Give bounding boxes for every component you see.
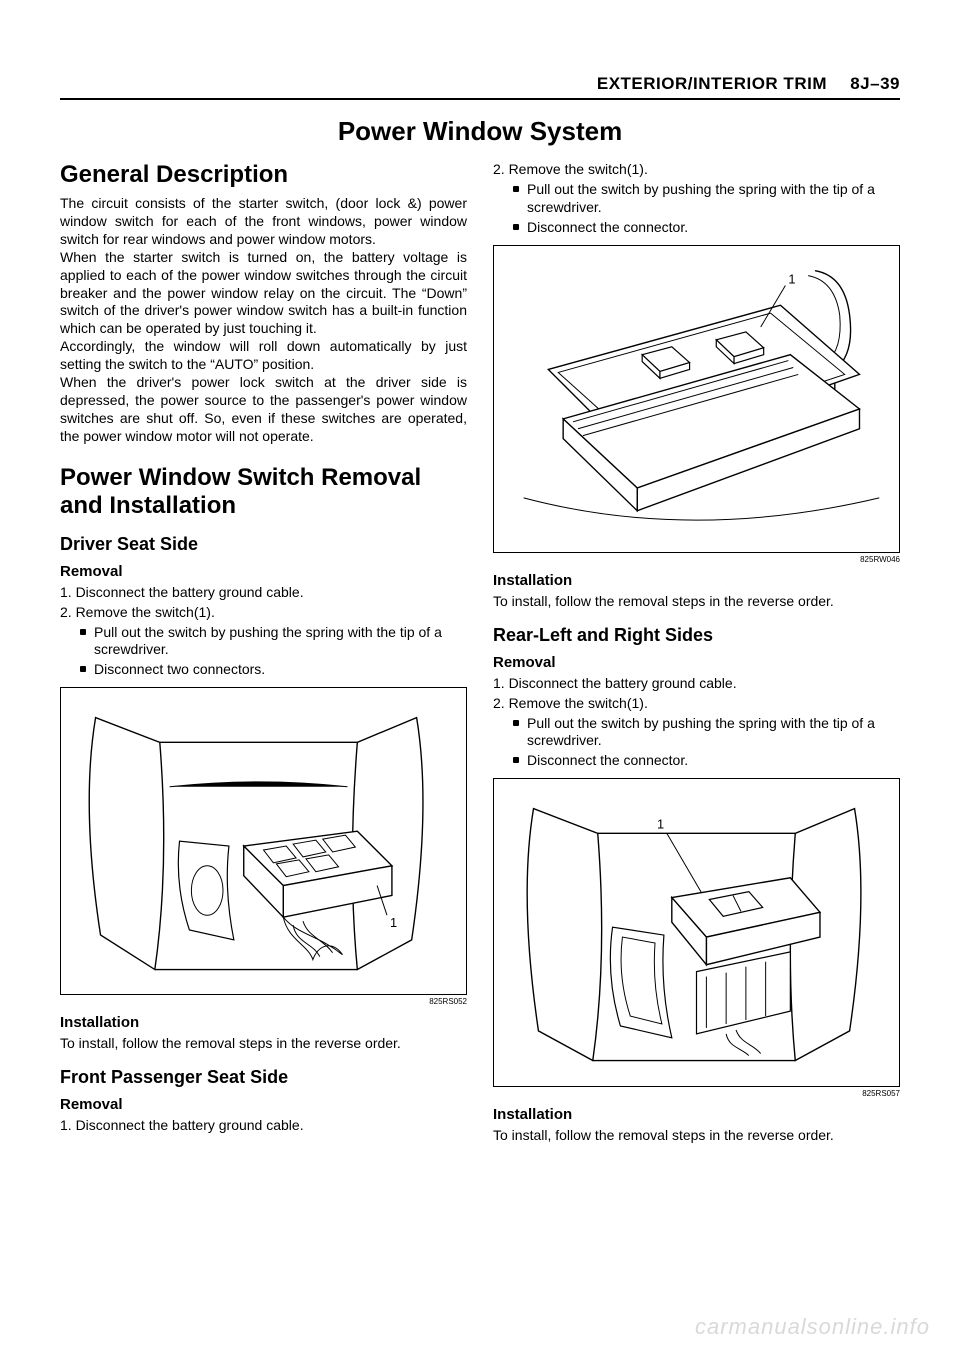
subheading-installation: Installation: [60, 1014, 467, 1031]
heading-removal-install: Power Window Switch Removal and Installa…: [60, 464, 467, 520]
figure-label: 1: [788, 271, 795, 286]
bullet-item: Pull out the switch by pushing the sprin…: [513, 715, 900, 751]
figure-ref: 825RS057: [493, 1089, 900, 1098]
header-rule: [60, 98, 900, 100]
bullet-list: Pull out the switch by pushing the sprin…: [493, 715, 900, 771]
subheading-installation: Installation: [493, 572, 900, 589]
bullet-item: Disconnect the connector.: [513, 752, 900, 770]
bullet-item: Disconnect the connector.: [513, 219, 900, 237]
subheading-removal: Removal: [60, 1096, 467, 1113]
step-list: 1. Disconnect the battery ground cable.: [60, 1117, 467, 1135]
subheading-removal: Removal: [493, 654, 900, 671]
bullet-item: Disconnect two connectors.: [80, 661, 467, 679]
two-column-layout: General Description The circuit consists…: [60, 161, 900, 1144]
figure-label: 1: [657, 817, 664, 832]
body-text: The circuit consists of the starter swit…: [60, 195, 467, 249]
heading-general-description: General Description: [60, 161, 467, 189]
figure-label: 1: [390, 915, 397, 930]
step-item: 1. Disconnect the battery ground cable.: [60, 584, 467, 602]
bullet-item: Pull out the switch by pushing the sprin…: [80, 624, 467, 660]
right-column: 2. Remove the switch(1). Pull out the sw…: [493, 161, 900, 1144]
body-text: Accordingly, the window will roll down a…: [60, 338, 467, 374]
subheading-rear-sides: Rear-Left and Right Sides: [493, 625, 900, 646]
diagram-svg: 1: [494, 246, 899, 552]
bullet-item: Pull out the switch by pushing the sprin…: [513, 181, 900, 217]
step-list: 2. Remove the switch(1).: [493, 161, 900, 179]
left-column: General Description The circuit consists…: [60, 161, 467, 1144]
body-text: When the starter switch is turned on, th…: [60, 249, 467, 339]
bullet-list: Pull out the switch by pushing the sprin…: [493, 181, 900, 237]
figure-front-passenger-switch: 1: [493, 245, 900, 553]
diagram-svg: 1: [61, 688, 466, 994]
figure-ref: 825RW046: [493, 555, 900, 564]
step-list: 1. Disconnect the battery ground cable. …: [493, 675, 900, 713]
step-item: 1. Disconnect the battery ground cable.: [60, 1117, 467, 1135]
figure-ref: 825RS052: [60, 997, 467, 1006]
step-item: 2. Remove the switch(1).: [493, 161, 900, 179]
body-text: To install, follow the removal steps in …: [493, 1127, 900, 1145]
main-title: Power Window System: [60, 116, 900, 147]
subheading-front-passenger: Front Passenger Seat Side: [60, 1067, 467, 1088]
diagram-svg: 1: [494, 779, 899, 1085]
section-name: EXTERIOR/INTERIOR TRIM: [597, 74, 827, 93]
watermark: carmanualsonline.info: [695, 1314, 930, 1340]
subheading-installation: Installation: [493, 1106, 900, 1123]
bullet-list: Pull out the switch by pushing the sprin…: [60, 624, 467, 680]
step-item: 2. Remove the switch(1).: [60, 604, 467, 622]
step-list: 1. Disconnect the battery ground cable. …: [60, 584, 467, 622]
page-header: EXTERIOR/INTERIOR TRIM 8J–39: [597, 74, 900, 94]
body-text: To install, follow the removal steps in …: [493, 593, 900, 611]
page-number: 8J–39: [850, 74, 900, 93]
subheading-removal: Removal: [60, 563, 467, 580]
body-text: To install, follow the removal steps in …: [60, 1035, 467, 1053]
body-text: When the driver's power lock switch at t…: [60, 374, 467, 446]
subheading-driver-side: Driver Seat Side: [60, 534, 467, 555]
page: EXTERIOR/INTERIOR TRIM 8J–39 Power Windo…: [0, 0, 960, 1358]
figure-driver-switch: 1: [60, 687, 467, 995]
figure-rear-switch: 1: [493, 778, 900, 1086]
step-item: 1. Disconnect the battery ground cable.: [493, 675, 900, 693]
step-item: 2. Remove the switch(1).: [493, 695, 900, 713]
